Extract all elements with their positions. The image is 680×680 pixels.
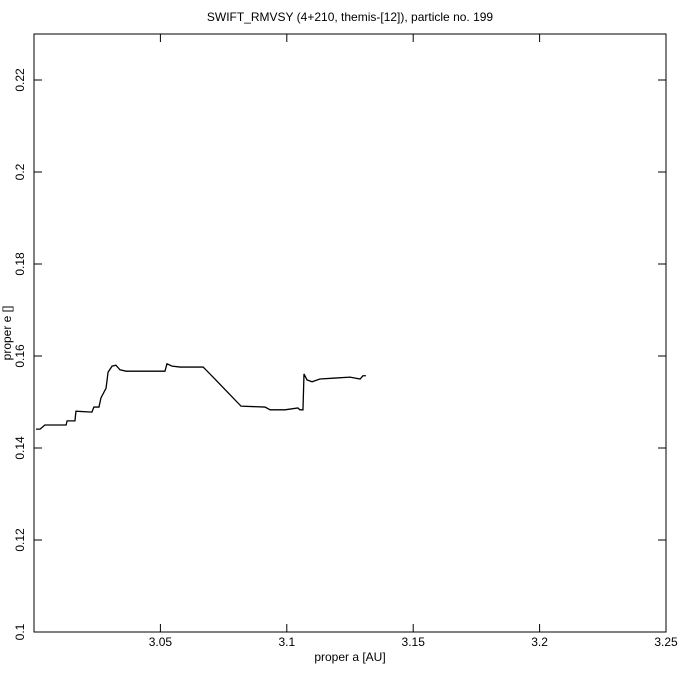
y-tick-label: 0.12	[13, 528, 27, 552]
y-axis-label: proper e []	[0, 306, 14, 361]
y-tick-label: 0.18	[13, 252, 27, 276]
x-tick-label: 3.05	[149, 635, 173, 649]
x-tick-label: 3.15	[402, 635, 426, 649]
x-tick-label: 3.25	[654, 635, 678, 649]
plot-frame	[33, 33, 667, 633]
x-axis-label: proper a [AU]	[314, 650, 385, 664]
chart-title: SWIFT_RMVSY (4+210, themis-[12]), partic…	[207, 10, 494, 24]
data-line	[36, 362, 366, 430]
y-tick-label: 0.16	[13, 344, 27, 368]
y-tick-label: 0.14	[13, 436, 27, 460]
x-tick-label: 3.1	[278, 635, 295, 649]
x-tick-label: 3.2	[531, 635, 548, 649]
y-tick-label: 0.1	[13, 623, 27, 640]
y-tick-label: 0.2	[13, 163, 27, 180]
y-tick-label: 0.22	[13, 68, 27, 92]
